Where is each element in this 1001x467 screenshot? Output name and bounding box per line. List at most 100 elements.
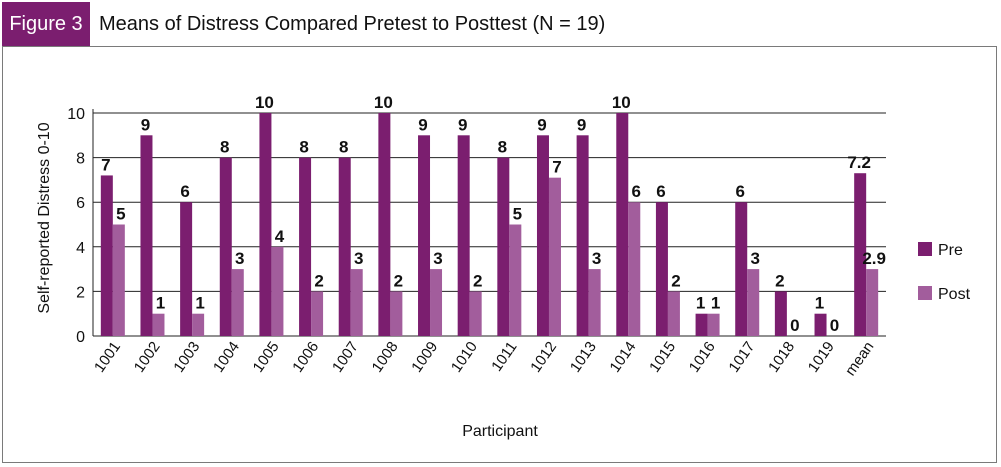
bar-value-label: 8 (498, 138, 507, 157)
bar-value-label: 5 (513, 205, 522, 224)
bar-value-label: 10 (612, 93, 631, 112)
bar-value-label: 6 (735, 182, 744, 201)
bar-pre (814, 313, 827, 336)
bars (100, 113, 879, 336)
x-tick-label: 1010 (448, 339, 481, 376)
x-tick-label: 1019 (805, 339, 838, 376)
bar-value-label: 8 (339, 138, 348, 157)
bar-pre (259, 113, 272, 336)
bar-value-label: 7 (101, 155, 110, 174)
x-tick-label: 1009 (408, 339, 441, 376)
bar-value-label: 1 (711, 294, 720, 313)
bar-pre (180, 202, 193, 336)
bar-value-label: 8 (220, 138, 229, 157)
bar-post (628, 202, 641, 336)
x-tick-label: 1015 (646, 339, 679, 376)
bar-value-label: 6 (180, 182, 189, 201)
bar-value-label: 2 (394, 271, 403, 290)
bar-value-label: 0 (830, 316, 839, 335)
bar-post (350, 269, 363, 336)
bar-pre (338, 157, 351, 336)
bar-pre (695, 313, 708, 336)
legend-swatch-post (918, 286, 932, 300)
bar-value-label: 9 (418, 115, 427, 134)
y-tick-label: 2 (76, 284, 85, 301)
x-tick-labels: 1001 1002 1003 1004 1005 1006 1007 1008 1009 1010… (91, 339, 877, 379)
x-tick-label: 1005 (250, 339, 283, 376)
bar-pre (655, 202, 668, 336)
bar-value-label: 1 (815, 294, 824, 313)
y-tick-label: 4 (76, 240, 85, 257)
x-tick-label: 1008 (369, 339, 402, 376)
figure-label: Figure 3 (2, 2, 90, 46)
bar-post (469, 291, 482, 336)
bar-value-label: 2 (314, 271, 323, 290)
bar-post (588, 269, 601, 336)
bar-value-label: 3 (750, 249, 759, 268)
bar-pre (219, 157, 232, 336)
bar-post (509, 224, 522, 336)
y-tick-label: 10 (67, 106, 85, 123)
bar-value-label: 2 (473, 271, 482, 290)
bar-value-label: 3 (354, 249, 363, 268)
bar-pre (774, 291, 787, 336)
bar-pre (299, 157, 312, 336)
bar-post (112, 224, 125, 336)
x-tick-label: 1002 (131, 339, 164, 376)
bar-value-label: 3 (433, 249, 442, 268)
bar-pre (536, 135, 549, 336)
x-tick-label: 1012 (527, 339, 560, 376)
bar-pre (457, 135, 470, 336)
bar-value-label: 1 (696, 294, 705, 313)
legend-swatch-pre (918, 242, 932, 256)
x-tick-label: mean (842, 339, 877, 379)
bar-pre (378, 113, 391, 336)
bar-post (430, 269, 443, 336)
bar-value-label: 4 (275, 227, 285, 246)
x-tick-label: 1016 (686, 339, 719, 376)
legend: Pre Post (918, 242, 971, 303)
y-axis-label: Self-reported Distress 0-10 (36, 122, 53, 313)
figure-header: Figure 3 Means of Distress Compared Pret… (2, 2, 997, 47)
bar-post (390, 291, 403, 336)
bar-pre (100, 175, 113, 336)
bar-pre (854, 173, 867, 336)
bar-post (548, 177, 561, 336)
bar-pre (418, 135, 431, 336)
bar-post (311, 291, 324, 336)
bar-post (192, 313, 205, 336)
bar-post (747, 269, 760, 336)
x-tick-label: 1007 (329, 339, 362, 376)
bar-value-label: 0 (790, 316, 799, 335)
y-tick-label: 0 (76, 329, 85, 346)
bar-value-label: 9 (458, 115, 467, 134)
gridlines (92, 109, 886, 337)
bar-post (667, 291, 680, 336)
x-axis-label: Participant (462, 423, 538, 440)
legend-label-post: Post (938, 286, 971, 303)
bar-value-label: 2 (775, 271, 784, 290)
bar-value-label: 1 (156, 294, 165, 313)
bar-value-label: 10 (255, 93, 274, 112)
bar-pre (576, 135, 589, 336)
bar-pre (616, 113, 629, 336)
bar-pre (497, 157, 510, 336)
bar-value-label: 9 (577, 115, 586, 134)
bar-post (152, 313, 165, 336)
bar-value-label: 1 (195, 294, 204, 313)
bar-value-label: 7 (552, 158, 561, 177)
bar-value-label: 2.9 (862, 249, 886, 268)
figure-title: Means of Distress Compared Pretest to Po… (99, 12, 606, 35)
bar-value-label: 3 (235, 249, 244, 268)
bar-value-label: 2 (671, 271, 680, 290)
bar-value-label: 10 (374, 93, 393, 112)
y-tick-label: 8 (76, 151, 85, 168)
bar-value-label: 8 (299, 138, 308, 157)
bar-value-label: 3 (592, 249, 601, 268)
x-tick-label: 1001 (91, 339, 124, 376)
y-tick-labels: 0 2 4 6 8 10 (67, 106, 85, 346)
bar-value-label: 6 (632, 182, 641, 201)
bar-post (271, 246, 284, 336)
x-tick-label: 1013 (567, 339, 600, 376)
